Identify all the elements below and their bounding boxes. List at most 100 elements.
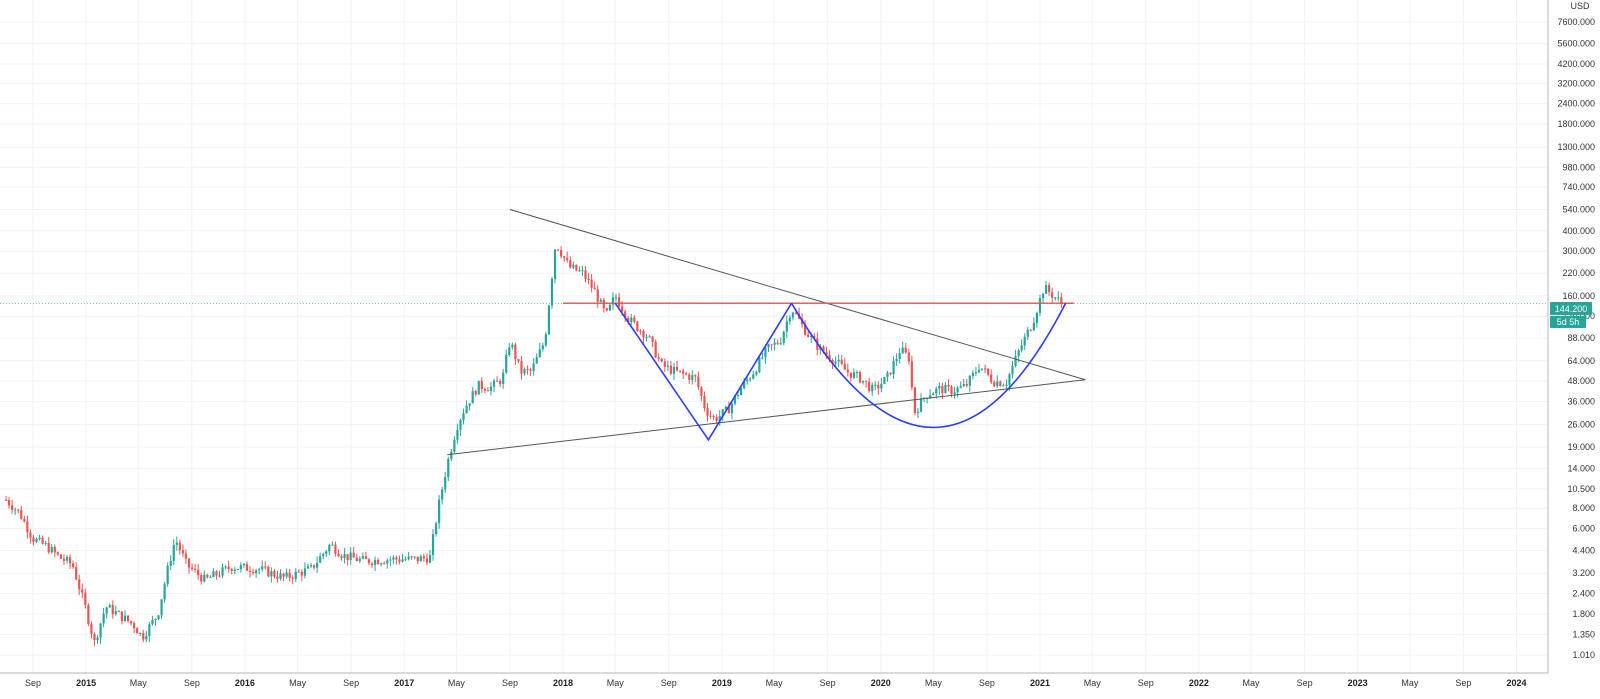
candle-body — [480, 380, 483, 389]
candle-body — [224, 566, 227, 568]
candle-body — [81, 589, 84, 593]
v-pattern-line — [614, 302, 793, 442]
candle-body — [154, 618, 157, 620]
price-tick-label: 3200.000 — [1557, 78, 1595, 88]
candle-body — [929, 395, 932, 398]
candle-body — [983, 368, 987, 370]
candle-body — [633, 317, 636, 322]
candle-body — [709, 415, 712, 417]
price-tick-label: 64.000 — [1567, 356, 1595, 366]
candle-body — [871, 384, 874, 392]
candle-body — [724, 406, 727, 410]
candle-body — [749, 378, 752, 380]
candle-body — [309, 565, 313, 567]
candle-body — [505, 354, 508, 373]
candle-body — [276, 576, 279, 579]
price-tick-label: 1.350 — [1572, 629, 1595, 639]
candle-body — [849, 372, 852, 378]
candle-body — [407, 556, 410, 560]
candle-body — [907, 352, 910, 362]
candle-body — [666, 365, 669, 367]
candle-body — [364, 556, 368, 560]
time-tick-label: 2024 — [1507, 678, 1527, 688]
candle-body — [129, 620, 133, 624]
candle-body — [190, 567, 194, 569]
candle-body — [755, 371, 758, 375]
candle-body — [139, 632, 142, 634]
candle-body — [108, 605, 111, 608]
candle-body — [1023, 336, 1026, 346]
candle-body — [465, 405, 468, 414]
candle-body — [65, 557, 69, 561]
candle-body — [270, 571, 273, 577]
candle-body — [569, 260, 572, 268]
time-tick-label: May — [1243, 678, 1261, 688]
candle-body — [416, 556, 419, 562]
candle-body — [428, 554, 432, 563]
candle-body — [987, 368, 990, 375]
candle-body — [773, 342, 776, 345]
price-tick-label: 1800.000 — [1557, 119, 1595, 129]
candle-body — [261, 566, 264, 570]
candle-body — [75, 567, 78, 580]
candle-body — [447, 458, 450, 478]
candle-body — [904, 347, 907, 353]
time-axis-panel[interactable] — [0, 673, 1600, 694]
candle-body — [697, 376, 700, 388]
candle-body — [331, 544, 334, 546]
candle-body — [538, 349, 541, 358]
candle-body — [200, 575, 203, 582]
bar-countdown-label: 5d 5h — [1557, 317, 1580, 327]
candle-body — [980, 368, 984, 370]
candle-body — [834, 361, 837, 364]
candle-body — [791, 312, 795, 318]
candle-body — [886, 372, 889, 378]
candle-body — [477, 380, 480, 395]
candle-body — [685, 373, 688, 375]
price-tick-label: 48.000 — [1567, 376, 1595, 386]
candle-body — [688, 374, 691, 380]
time-tick-label: Sep — [502, 678, 518, 688]
candle-body — [560, 249, 563, 257]
price-tick-label: 14.000 — [1567, 464, 1595, 474]
candle-body — [715, 417, 718, 422]
candle-body — [852, 372, 856, 378]
descending-trendline — [509, 209, 1086, 381]
candle-body — [93, 634, 96, 641]
time-tick-label: 2016 — [235, 678, 255, 688]
candle-body — [547, 305, 551, 335]
candle-body — [1060, 297, 1063, 303]
candle-body — [29, 532, 32, 538]
candle-body — [874, 384, 877, 386]
candle-body — [743, 381, 746, 389]
candle-body — [947, 384, 950, 387]
time-tick-label: Sep — [979, 678, 995, 688]
candle-body — [68, 557, 72, 564]
candle-body — [459, 420, 462, 430]
time-tick-label: 2018 — [553, 678, 573, 688]
candle-body — [499, 381, 502, 384]
candle-body — [691, 375, 694, 380]
candle-body — [102, 613, 105, 624]
candle-body — [111, 605, 114, 615]
candle-body — [438, 499, 441, 524]
chart-drawings[interactable] — [0, 209, 1548, 456]
candle-body — [663, 361, 666, 367]
candle-body — [962, 383, 965, 387]
candle-body — [495, 380, 499, 382]
price-axis-panel[interactable] — [1548, 0, 1600, 694]
candle-body — [1002, 385, 1005, 387]
cup-pattern-curve — [790, 302, 1067, 429]
candle-body — [861, 380, 865, 383]
candle-body — [541, 345, 544, 350]
candle-body — [425, 558, 429, 563]
candle-body — [694, 375, 697, 377]
candle-body — [837, 359, 840, 362]
candle-body — [38, 537, 41, 540]
candle-body — [56, 552, 59, 555]
candle-body — [779, 343, 782, 345]
candle-body — [608, 304, 612, 311]
candle-body — [532, 363, 535, 371]
